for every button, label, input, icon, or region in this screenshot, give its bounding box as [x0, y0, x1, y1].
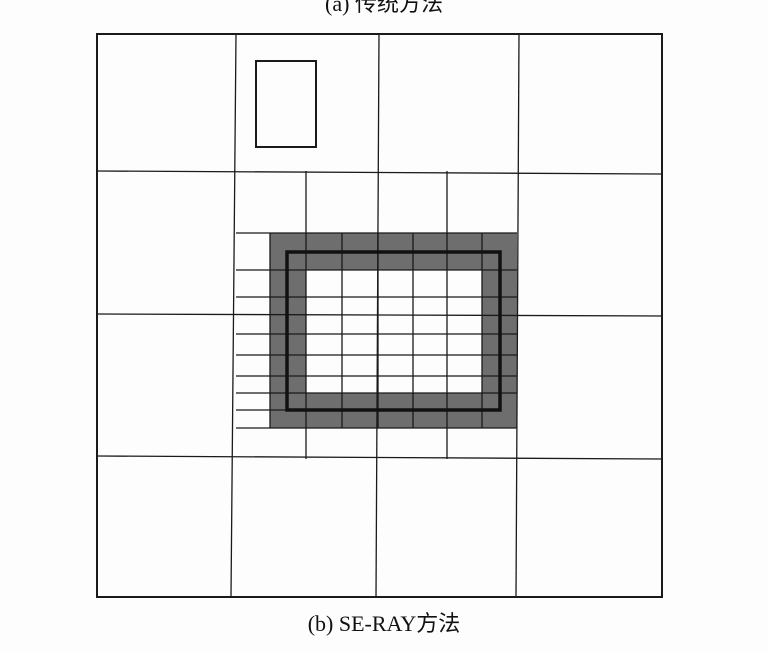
caption-a: (a) 传统方法: [325, 0, 443, 16]
caption-b: (b) SE-RAY方法: [307, 611, 461, 636]
small-object-rect: [255, 60, 317, 148]
object-boundary-rect: [285, 250, 502, 412]
major-h1: [96, 170, 663, 175]
grid-lines: [96, 33, 663, 598]
major-h3: [96, 455, 663, 460]
major-v1: [230, 33, 237, 598]
shaded-boundary-band: [270, 233, 517, 428]
grid-diagram: [96, 33, 663, 598]
major-h2: [96, 313, 663, 317]
